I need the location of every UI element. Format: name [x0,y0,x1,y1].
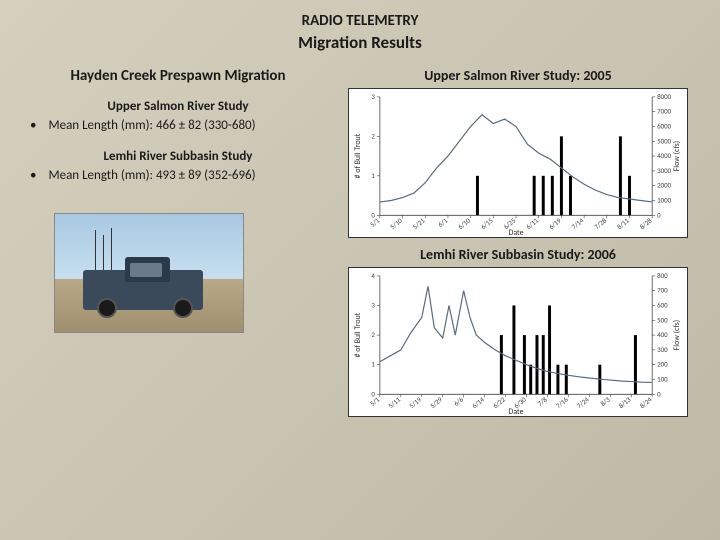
svg-text:7/14: 7/14 [570,216,586,232]
svg-text:Date: Date [509,407,524,416]
svg-text:0: 0 [657,210,661,219]
wheel-icon [173,298,193,318]
svg-text:600: 600 [657,300,668,309]
svg-text:2000: 2000 [657,181,671,190]
svg-text:8/24: 8/24 [638,395,654,411]
svg-text:5/21: 5/21 [411,216,427,232]
svg-text:# of Bull Trout: # of Bull Trout [353,133,363,178]
svg-text:4000: 4000 [657,151,671,160]
svg-text:6/6: 6/6 [452,395,466,408]
svg-text:800: 800 [657,271,668,280]
svg-text:3: 3 [371,92,375,101]
svg-text:8/3: 8/3 [598,395,612,408]
truck-photo [54,213,244,333]
svg-text:1: 1 [371,360,375,369]
left-column: Hayden Creek Prespawn Migration Upper Sa… [18,67,338,425]
svg-text:6/1: 6/1 [436,216,450,229]
antenna-icon [111,228,112,270]
svg-text:2: 2 [371,131,375,140]
svg-text:7000: 7000 [657,107,671,116]
svg-text:1000: 1000 [657,195,671,204]
svg-text:5/10: 5/10 [388,216,404,232]
study1-bullet: • Mean Length (mm): 466 ± 82 (330-680) [30,118,338,133]
svg-text:6/15: 6/15 [479,216,495,232]
bullet-icon: • [30,118,36,133]
study2-heading: Lemhi River Subbasin Study [18,149,338,164]
truck-window [130,263,162,277]
svg-text:8/11: 8/11 [615,216,631,232]
svg-text:6/14: 6/14 [470,395,486,411]
svg-text:500: 500 [657,315,668,324]
svg-text:8/13: 8/13 [617,395,633,411]
svg-text:8/28: 8/28 [638,216,654,232]
chart2-box: 0123401002003004005006007008005/15/115/1… [348,267,688,417]
bullet-icon: • [30,168,36,183]
study1-heading: Upper Salmon River Study [18,99,338,114]
study1-bullet-text: Mean Length (mm): 466 ± 82 (330-680) [48,118,255,133]
svg-text:6/11: 6/11 [524,216,540,232]
chart1-box: 01230100020003000400050006000700080005/1… [348,88,688,238]
svg-text:6/10: 6/10 [456,216,472,232]
svg-text:Date: Date [509,228,524,237]
svg-text:5/29: 5/29 [428,395,444,411]
svg-text:6000: 6000 [657,121,671,130]
svg-text:5/11: 5/11 [386,395,402,411]
svg-text:1: 1 [371,171,375,180]
svg-text:200: 200 [657,360,668,369]
svg-text:5/1: 5/1 [368,395,382,408]
antenna-icon [95,230,96,270]
chart2-title: Lemhi River Subbasin Study: 2006 [338,246,698,263]
title-line-2: Migration Results [0,32,720,53]
right-column: Upper Salmon River Study: 2005 0 1 2 3 0 1000… [338,67,698,425]
title-line-1: RADIO TELEMETRY [0,12,720,30]
antenna-icon [103,235,104,270]
svg-text:7/28: 7/28 [592,216,608,232]
svg-text:0: 0 [657,389,661,398]
svg-text:100: 100 [657,374,668,383]
svg-text:8000: 8000 [657,92,671,101]
svg-text:5/1: 5/1 [368,216,382,229]
svg-text:3000: 3000 [657,166,671,175]
svg-text:6/19: 6/19 [547,216,563,232]
content-area: Hayden Creek Prespawn Migration Upper Sa… [0,67,720,425]
study2-bullet: • Mean Length (mm): 493 ± 89 (352-696) [30,168,338,183]
svg-text:5000: 5000 [657,136,671,145]
svg-text:# of Bull Trout: # of Bull Trout [353,312,363,357]
svg-text:3: 3 [371,300,375,309]
svg-text:7/24: 7/24 [575,395,591,411]
svg-text:Flow (cfs): Flow (cfs) [672,320,682,350]
svg-text:Flow (cfs): Flow (cfs) [672,141,682,171]
chart2-svg: 0123401002003004005006007008005/15/115/1… [349,268,687,416]
svg-text:6/22: 6/22 [491,395,507,411]
svg-text:7/8: 7/8 [536,395,550,408]
svg-text:400: 400 [657,330,668,339]
svg-text:7/16: 7/16 [554,395,570,411]
svg-text:5/19: 5/19 [407,395,423,411]
chart1-title: Upper Salmon River Study: 2005 [338,67,698,84]
study2-bullet-text: Mean Length (mm): 493 ± 89 (352-696) [48,168,255,183]
wheel-icon [97,298,117,318]
svg-text:2: 2 [371,330,375,339]
svg-text:300: 300 [657,345,668,354]
slide-header: RADIO TELEMETRY Migration Results [0,0,720,53]
chart1-svg: 01230100020003000400050006000700080005/1… [349,89,687,237]
svg-text:4: 4 [371,271,375,280]
left-section-title: Hayden Creek Prespawn Migration [18,67,338,85]
svg-text:700: 700 [657,286,668,295]
